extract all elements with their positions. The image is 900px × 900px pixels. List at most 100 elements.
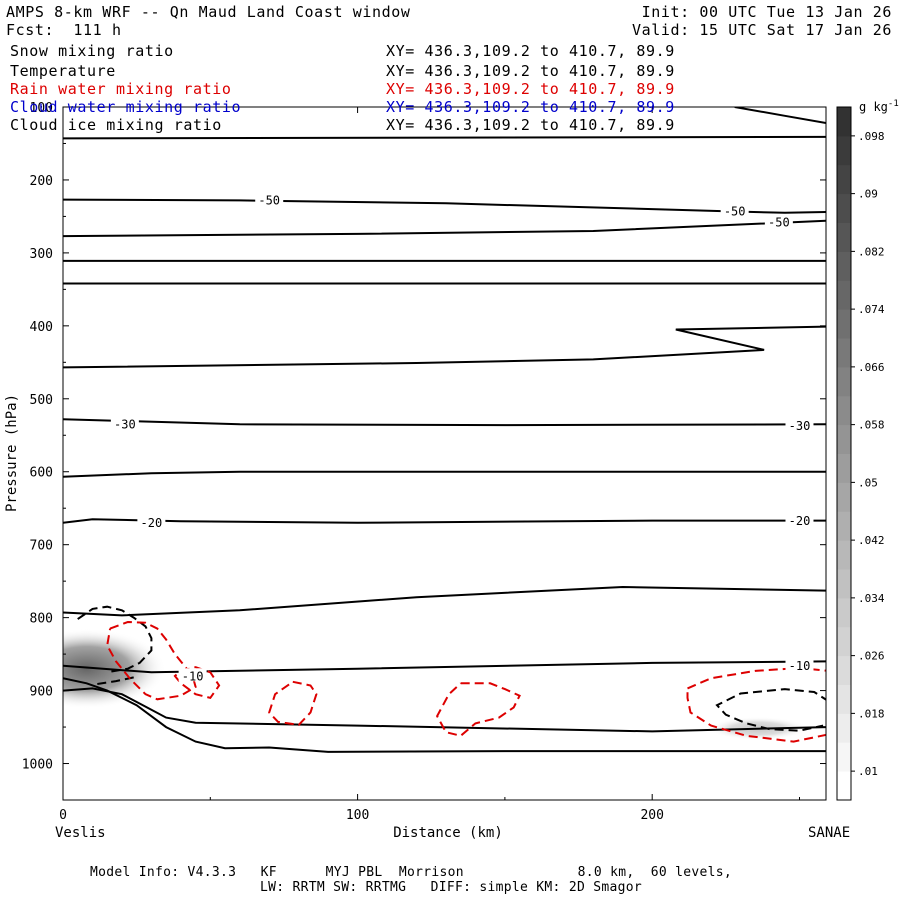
colorbar-segment bbox=[837, 597, 851, 628]
colorbar-tick-label: .074 bbox=[858, 303, 885, 316]
y-tick-label: 400 bbox=[30, 320, 53, 335]
right-endpoint-label: SANAE bbox=[808, 825, 850, 841]
colorbar-segment bbox=[837, 193, 851, 223]
colorbar-segment bbox=[837, 742, 851, 772]
colorbar-frame bbox=[836, 106, 852, 801]
temperature-contour bbox=[63, 325, 826, 369]
y-tick-label: 200 bbox=[30, 174, 53, 189]
temperature-contour-labels: -50 -50 -50 -30 -30 -20 -20 -10 -10 bbox=[110, 192, 814, 683]
legend-xy-cloud-ice: XY= 436.3,109.2 to 410.7, 89.9 bbox=[386, 116, 675, 134]
contour-label-bg bbox=[785, 512, 814, 526]
rain-contour bbox=[435, 682, 521, 737]
contour-label-bg bbox=[785, 418, 814, 432]
colorbar-segment bbox=[837, 540, 851, 570]
colorbar-tick-label: .034 bbox=[858, 592, 885, 605]
colorbar-segment bbox=[837, 135, 851, 166]
contour-label-bg bbox=[720, 203, 749, 217]
y-tick-label: 100 bbox=[30, 101, 53, 116]
colorbar-unit: g kg-1 bbox=[859, 99, 899, 114]
temperature-contour bbox=[63, 660, 826, 674]
snow-contour bbox=[92, 676, 134, 686]
legend-label-temperature: Temperature bbox=[10, 62, 116, 80]
x-tick-label: 100 bbox=[346, 808, 369, 823]
colorbar-segment bbox=[837, 164, 851, 195]
colorbar-tick-label: .018 bbox=[858, 707, 885, 720]
colorbar-segment bbox=[837, 309, 851, 339]
x-axis-label: Distance (km) bbox=[393, 825, 503, 841]
y-tick-label: 900 bbox=[30, 685, 53, 700]
snow-contour bbox=[77, 605, 153, 674]
contour-label-bg bbox=[764, 214, 793, 228]
colorbar-tick-label: .01 bbox=[858, 765, 878, 778]
contour-label: -50 bbox=[724, 205, 746, 219]
y-tick-label: 1000 bbox=[22, 758, 53, 773]
legend-label-cloud-ice: Cloud ice mixing ratio bbox=[10, 116, 222, 134]
x-axis: 0 100 200 bbox=[59, 107, 800, 823]
colorbar-segment bbox=[837, 338, 851, 368]
legend-xy-temperature: XY= 436.3,109.2 to 410.7, 89.9 bbox=[386, 62, 675, 80]
colorbar-segment bbox=[837, 453, 851, 483]
legend-xy-rain: XY= 436.3,109.2 to 410.7, 89.9 bbox=[386, 80, 675, 98]
temperature-contour bbox=[63, 418, 826, 427]
legend-xy-cloud-water: XY= 436.3,109.2 to 410.7, 89.9 bbox=[386, 98, 675, 116]
y-tick-label: 500 bbox=[30, 393, 53, 408]
contour-label: -20 bbox=[789, 514, 811, 528]
colorbar-tick-label: .058 bbox=[858, 419, 885, 432]
y-tick-label: 800 bbox=[30, 612, 53, 627]
temperature-contour bbox=[63, 219, 826, 238]
contour-label-bg bbox=[137, 515, 166, 529]
colorbar-segment bbox=[837, 395, 851, 426]
left-endpoint-label: Veslis bbox=[55, 825, 106, 841]
colorbar-segment bbox=[837, 713, 851, 743]
y-tick-label: 600 bbox=[30, 466, 53, 481]
temperature-contour bbox=[63, 198, 826, 214]
y-axis: 100 200 300 400 500 600 700 800 900 1000 bbox=[22, 101, 826, 801]
temperature-contour bbox=[63, 470, 826, 478]
colorbar-tick-label: .026 bbox=[858, 650, 885, 663]
colorbar-segment bbox=[837, 771, 851, 801]
colorbar-segment bbox=[837, 222, 851, 252]
contour-label-bg bbox=[785, 658, 814, 672]
mixing-ratio-shading bbox=[63, 628, 809, 741]
colorbar-segment bbox=[837, 655, 851, 685]
x-tick-label: 200 bbox=[640, 808, 663, 823]
colorbar-segment bbox=[837, 626, 851, 657]
footer-physics-info: LW: RRTM SW: RRTMG DIFF: simple KM: 2D S… bbox=[260, 880, 642, 895]
temperature-contour bbox=[63, 677, 826, 753]
temperature-contours bbox=[63, 107, 826, 753]
contour-label-bg bbox=[255, 192, 284, 206]
contour-label: -10 bbox=[789, 659, 811, 673]
contour-label: -50 bbox=[768, 216, 790, 230]
colorbar-segment bbox=[837, 366, 851, 397]
colorbar-segment bbox=[837, 107, 851, 137]
contour-label: -50 bbox=[258, 194, 280, 208]
contour-label: -10 bbox=[182, 669, 204, 683]
contour-label: -30 bbox=[789, 419, 811, 433]
footer-model-info: Model Info: V4.3.3 KF MYJ PBL Morrison 8… bbox=[90, 865, 733, 880]
header-init: Init: 00 UTC Tue 13 Jan 26 bbox=[641, 3, 892, 21]
legend-label-rain: Rain water mixing ratio bbox=[10, 80, 232, 98]
legend-label-snow: Snow mixing ratio bbox=[10, 42, 174, 60]
colorbar-segment bbox=[837, 251, 851, 281]
colorbar-segment bbox=[837, 511, 851, 541]
temperature-contour bbox=[734, 107, 826, 124]
contour-label: -20 bbox=[141, 516, 163, 530]
legend-xy-snow: XY= 436.3,109.2 to 410.7, 89.9 bbox=[386, 42, 675, 60]
colorbar: .01 .018 .026 .034 .042 .05 .058 .066 .074 .082 .0… bbox=[836, 106, 885, 801]
contour-label-bg bbox=[110, 416, 139, 430]
rain-contour bbox=[686, 666, 826, 743]
temperature-contour bbox=[63, 518, 826, 524]
colorbar-segment bbox=[837, 569, 851, 599]
colorbar-tick-label: .09 bbox=[858, 188, 878, 201]
temperature-contour bbox=[63, 135, 826, 140]
header-fcst: Fcst: 111 h bbox=[6, 21, 122, 39]
colorbar-tick-label: .05 bbox=[858, 476, 878, 489]
colorbar-segment bbox=[837, 684, 851, 714]
colorbar-tick-label: .098 bbox=[858, 130, 885, 143]
y-tick-label: 300 bbox=[30, 247, 53, 262]
plot-frame bbox=[62, 106, 827, 801]
colorbar-segment bbox=[837, 280, 851, 310]
legend-label-cloud-water: Cloud water mixing ratio bbox=[10, 98, 242, 116]
colorbar-tick-label: .066 bbox=[858, 361, 885, 374]
